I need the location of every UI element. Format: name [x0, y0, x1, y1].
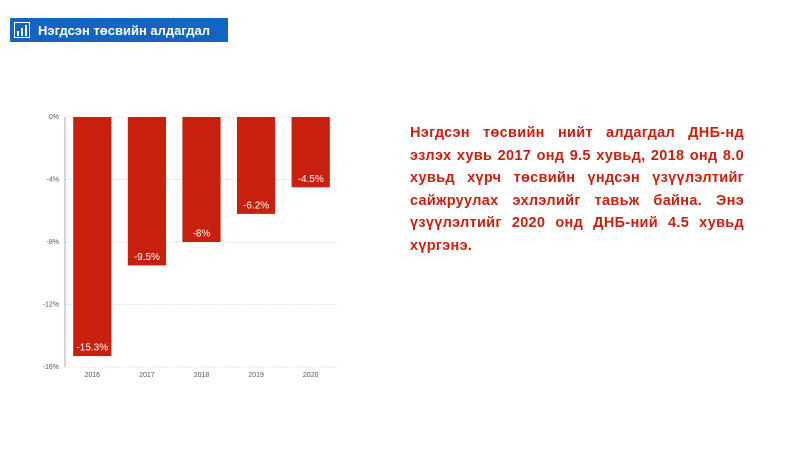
- x-tick-label: 2018: [194, 372, 210, 379]
- value-label: -8%: [193, 229, 211, 240]
- value-label: -6.2%: [243, 201, 269, 212]
- y-tick-label: 0%: [49, 114, 59, 121]
- chart: 0% -4% -8% -12% -16% 2016 -15.3% 2017 -9.5% 2018 -…: [43, 114, 338, 379]
- y-tick-label: -4%: [47, 176, 59, 183]
- value-label: -4.5%: [298, 174, 324, 185]
- x-tick-label: 2019: [248, 372, 264, 379]
- bar: [291, 117, 330, 188]
- bar: [182, 117, 221, 242]
- header: Нэгдсэн төсвийн алдагдал: [10, 18, 228, 42]
- bar: [127, 117, 167, 266]
- x-tick-label: 2020: [303, 372, 319, 379]
- description: Нэгдсэн төсвийн нийт алдагдал ДНБ-нд эзл…: [410, 125, 744, 254]
- header-title: Нэгдсэн төсвийн алдагдал: [38, 22, 211, 38]
- x-tick-label: 2016: [85, 372, 101, 379]
- bar: [236, 117, 276, 214]
- value-label: -15.3%: [76, 343, 108, 354]
- bar: [73, 117, 112, 357]
- y-tick-label: -12%: [43, 301, 59, 308]
- chart-icon: [14, 22, 30, 38]
- y-tick-label: -16%: [43, 364, 59, 371]
- y-tick-label: -8%: [47, 239, 59, 246]
- x-tick-label: 2017: [139, 372, 155, 379]
- value-label: -9.5%: [134, 252, 160, 263]
